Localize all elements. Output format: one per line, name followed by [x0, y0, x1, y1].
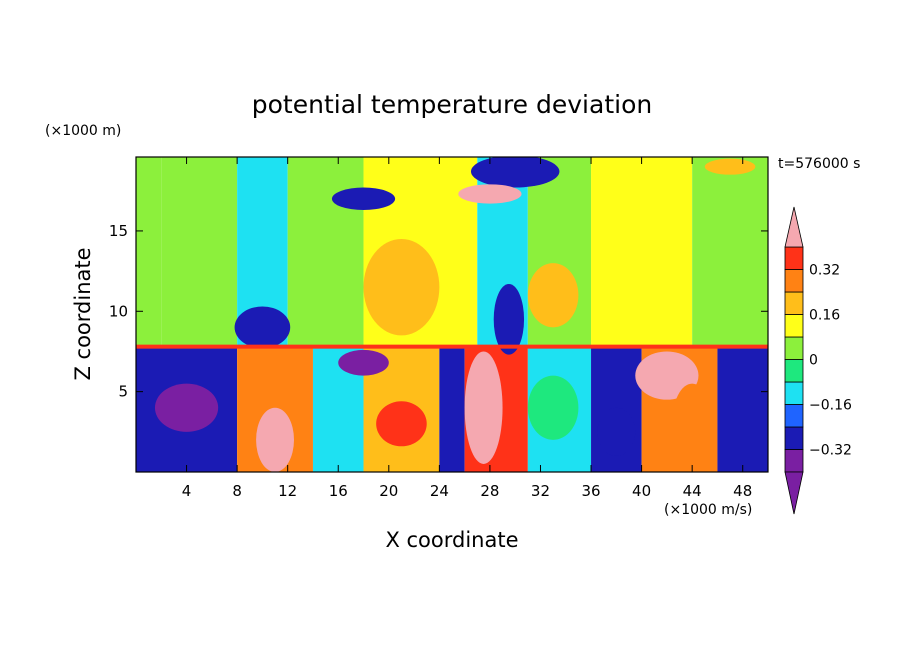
x-tick-label: 44: [683, 482, 702, 500]
x-tick-label: 40: [632, 482, 651, 500]
x-tick-label: 36: [581, 482, 600, 500]
field-feature: [312, 391, 364, 424]
field-feature: [635, 351, 699, 400]
x-unit-label: (×1000 m/s): [664, 502, 752, 518]
x-tick-label: 24: [430, 482, 449, 500]
field-feature: [527, 375, 579, 440]
colorbar-segment: [784, 291, 804, 315]
colorbar-over-arrow: [784, 206, 804, 248]
field-feature: [493, 283, 525, 355]
field-feature: [527, 263, 579, 328]
x-tick-label: 8: [232, 482, 242, 500]
field-feature: [154, 383, 219, 432]
colorbar-segment: [784, 359, 804, 383]
colorbar-tick-label: 0: [809, 353, 818, 369]
colorbar-segment: [784, 426, 804, 450]
field-band: [287, 157, 364, 347]
field-band: [136, 157, 162, 347]
interface-band: [136, 344, 768, 349]
y-axis-ticks: 5 10 15: [109, 222, 768, 401]
x-tick-label: 20: [379, 482, 398, 500]
colorbar-segment: [784, 449, 804, 473]
field-feature: [704, 158, 756, 175]
colorbar-segment: [784, 336, 804, 360]
plot-area: [135, 156, 769, 473]
x-axis-ticks: 4 8 12 16 20 24 28 32 36 40 44 48: [182, 157, 752, 500]
colorbar-segment: [784, 269, 804, 293]
colorbar-segment: [784, 314, 804, 338]
y-tick-label: 5: [118, 383, 128, 401]
time-label: t=576000 s: [778, 156, 860, 172]
field-feature: [671, 383, 713, 464]
colorbar: 0.32 0.16 0 −0.16 −0.32: [784, 206, 852, 515]
y-unit-label: (×1000 m): [45, 123, 121, 139]
x-tick-label: 16: [329, 482, 348, 500]
field-feature: [464, 351, 503, 464]
field-feature: [470, 157, 560, 188]
colorbar-tick-label: 0.16: [809, 308, 840, 324]
field-feature: [331, 187, 396, 211]
x-tick-label: 12: [278, 482, 297, 500]
field-band: [717, 346, 768, 472]
colorbar-tick-label: −0.16: [809, 398, 852, 414]
colorbar-tick-label: 0.32: [809, 263, 840, 279]
field-band: [591, 157, 693, 347]
field-feature: [338, 349, 389, 376]
x-tick-label: 48: [733, 482, 752, 500]
field-feature: [256, 407, 294, 472]
colorbar-segment: [784, 404, 804, 428]
chart-title: potential temperature deviation: [252, 90, 652, 119]
field-feature: [458, 184, 522, 204]
x-tick-label: 32: [531, 482, 550, 500]
field-band: [439, 346, 465, 472]
field-feature: [376, 401, 427, 447]
y-tick-label: 15: [109, 222, 128, 240]
field-feature: [597, 407, 636, 456]
x-axis-label: X coordinate: [385, 528, 518, 552]
x-tick-label: 28: [480, 482, 499, 500]
colorbar-under-arrow: [784, 471, 804, 515]
plot-frame: [135, 156, 769, 473]
y-tick-label: 10: [109, 302, 128, 320]
colorbar-segment: [784, 246, 804, 270]
field-feature: [363, 238, 440, 336]
y-axis-label: Z coordinate: [71, 247, 95, 380]
field-band: [692, 157, 768, 347]
x-tick-label: 4: [182, 482, 192, 500]
field-contours: [136, 157, 768, 472]
colorbar-tick-label: −0.32: [809, 443, 852, 459]
field-feature: [234, 306, 291, 349]
field-band: [161, 157, 238, 347]
colorbar-segment: [784, 381, 804, 405]
